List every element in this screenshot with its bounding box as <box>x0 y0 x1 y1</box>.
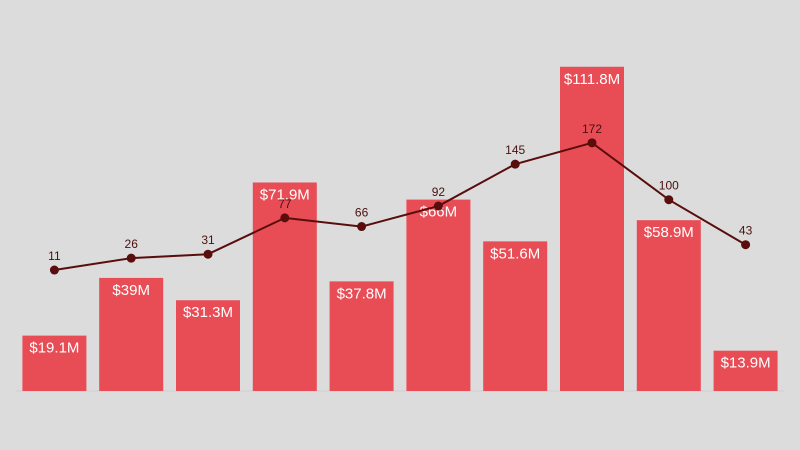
bar-value-label: $58.9M <box>644 224 694 241</box>
line-point <box>280 213 290 223</box>
line-point <box>433 201 443 211</box>
line-value-label: 26 <box>125 237 139 251</box>
line-point <box>49 265 59 275</box>
line-point <box>203 249 213 259</box>
line-point <box>741 240 751 250</box>
bar <box>22 335 87 391</box>
line-value-label: 92 <box>432 185 446 199</box>
line-value-label: 172 <box>582 122 602 136</box>
bar <box>483 241 548 391</box>
line-value-label: 100 <box>659 179 679 193</box>
line-value-label: 77 <box>278 197 292 211</box>
line-value-label: 11 <box>48 249 61 263</box>
bar <box>176 300 240 391</box>
bar <box>713 350 778 391</box>
line-point <box>587 138 597 148</box>
line-points <box>49 138 751 275</box>
line-value-label: 43 <box>739 224 753 238</box>
bar-value-label: $51.6M <box>490 245 540 262</box>
bar <box>99 277 164 391</box>
line-point <box>664 195 674 205</box>
bar-data-labels: $19.1M$39M$31.3M$71.9M$37.8M$66M$51.6M$1… <box>29 71 770 372</box>
line-point <box>126 253 136 263</box>
bar-value-label: $111.8M <box>564 71 620 88</box>
bar-value-label: $31.3M <box>183 304 233 321</box>
bar-value-label: $37.8M <box>337 285 387 302</box>
bar <box>636 220 701 391</box>
bar <box>406 199 471 391</box>
bar-value-label: $13.9M <box>721 355 771 372</box>
line-point <box>357 222 367 232</box>
bar-value-label: $19.1M <box>29 340 79 357</box>
line-value-label: 145 <box>505 143 525 157</box>
line-point <box>510 159 520 169</box>
bar-value-label: $39M <box>112 282 150 299</box>
line-value-label: 31 <box>201 233 215 247</box>
line-value-label: 66 <box>355 206 369 220</box>
bar-value-label: $71.9M <box>260 186 310 203</box>
bar <box>560 66 624 391</box>
line-series <box>54 141 747 271</box>
line-data-labels: 11 26 31 77 66 92 145 172 100 43 <box>48 122 752 263</box>
bar <box>329 281 394 391</box>
